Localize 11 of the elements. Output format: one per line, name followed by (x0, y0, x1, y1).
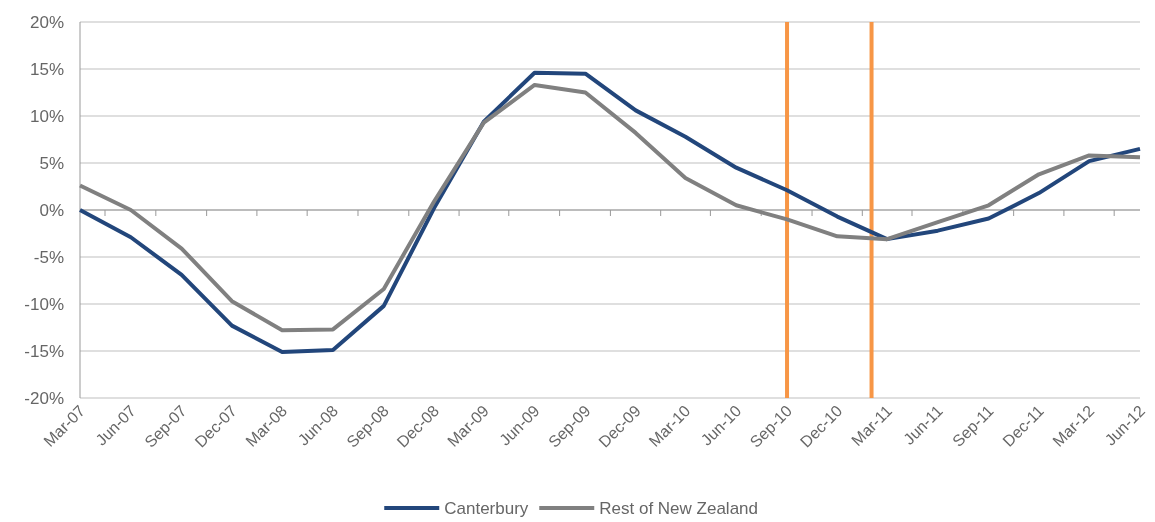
y-tick-label: 20% (29, 12, 64, 32)
y-tick-label: -20% (24, 388, 64, 408)
y-tick-label: 10% (29, 106, 64, 126)
legend-label: Rest of New Zealand (599, 499, 758, 518)
y-tick-label: 0% (39, 200, 64, 220)
y-tick-label: -10% (24, 294, 64, 314)
y-tick-label: -5% (33, 247, 64, 267)
y-tick-label: -15% (24, 341, 64, 361)
y-tick-label: 15% (29, 59, 64, 79)
legend-label: Canterbury (444, 499, 529, 518)
y-tick-label: 5% (39, 153, 64, 173)
